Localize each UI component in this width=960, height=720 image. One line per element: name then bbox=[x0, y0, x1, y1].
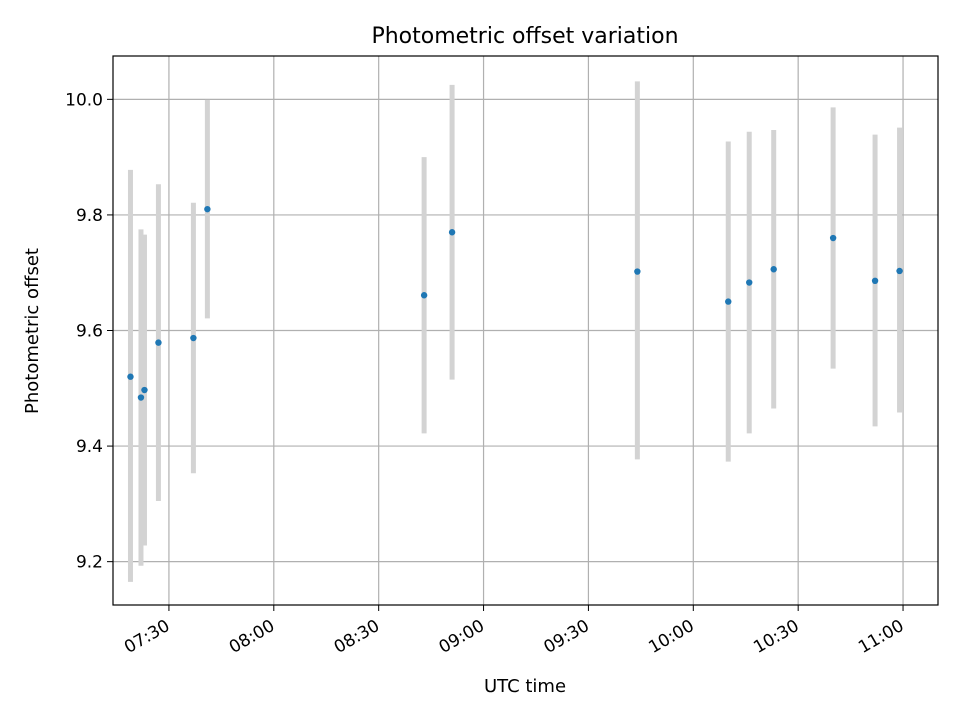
data-point bbox=[155, 339, 162, 346]
y-axis-label: Photometric offset bbox=[22, 248, 43, 414]
data-point bbox=[420, 292, 428, 299]
y-tick-label: 9.6 bbox=[76, 322, 103, 342]
x-axis-label: UTC time bbox=[484, 676, 566, 697]
chart-title: Photometric offset variation bbox=[371, 24, 678, 49]
data-point bbox=[204, 205, 211, 213]
y-tick-label: 10.0 bbox=[65, 90, 103, 110]
data-point bbox=[190, 334, 197, 342]
x-tick-label: 10:30 bbox=[750, 616, 802, 658]
x-tick-label: 07:30 bbox=[121, 616, 173, 658]
x-tick-label: 10:00 bbox=[645, 616, 697, 658]
x-tick-label: 09:30 bbox=[540, 616, 592, 658]
data-point bbox=[141, 386, 148, 394]
error-bars bbox=[127, 81, 903, 582]
data-point bbox=[871, 277, 879, 285]
x-tick-label: 08:30 bbox=[331, 616, 383, 658]
grid bbox=[113, 56, 938, 605]
y-tick-label: 9.8 bbox=[76, 206, 103, 226]
data-point bbox=[127, 373, 134, 380]
data-point bbox=[770, 266, 777, 273]
y-tick-label: 9.2 bbox=[76, 553, 103, 573]
data-point bbox=[448, 229, 456, 236]
data-points bbox=[127, 205, 903, 401]
data-point bbox=[829, 234, 837, 242]
data-point bbox=[725, 298, 732, 305]
data-point bbox=[634, 268, 641, 275]
y-tick-label: 9.4 bbox=[76, 437, 103, 457]
x-tick-label: 11:00 bbox=[855, 616, 907, 658]
x-tick-label: 09:00 bbox=[436, 616, 488, 658]
data-point bbox=[896, 267, 903, 275]
x-tick-label: 08:00 bbox=[226, 616, 278, 658]
data-point bbox=[137, 394, 145, 401]
data-point bbox=[746, 279, 753, 286]
